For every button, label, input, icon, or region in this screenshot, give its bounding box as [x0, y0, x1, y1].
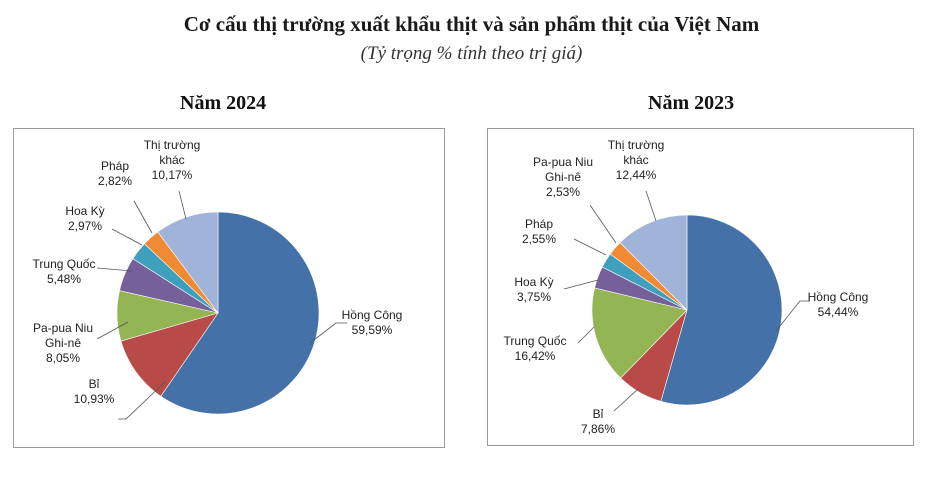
slice-label-bi: Bỉ 7,86%: [581, 407, 615, 436]
slice-label-trung-quoc: Trung Quốc 5,48%: [33, 257, 96, 286]
leader-line-phap: [133, 200, 153, 234]
leader-line-pa-pua-niu-ghi-ne: [96, 321, 129, 340]
pie-slice-thi-truong-khac: [157, 211, 219, 314]
slice-label-pa-pua-niu-ghi-ne: Pa-pua Niu Ghi-nê 8,05%: [33, 321, 93, 365]
leader-line-trung-quoc: [577, 326, 595, 344]
pie-labels: Hồng Công 59,59% Bỉ 10,93% Pa-pua Niu Ghi-nê 8…: [33, 138, 403, 420]
leader-line-thi-truong-khac: [178, 190, 187, 220]
pie-slice-hong-cong: [160, 211, 320, 415]
pie-slice-hong-cong: [660, 214, 783, 406]
chart-title: Cơ cấu thị trường xuất khẩu thịt và sản …: [183, 12, 760, 36]
slice-label-phap: Pháp 2,55%: [522, 217, 556, 246]
leader-line-bi: [613, 388, 639, 412]
pie-wedges: [116, 211, 320, 415]
pie-title-2024: Năm 2024: [180, 92, 267, 114]
pie-slice-bi: [120, 312, 219, 397]
pie-chart-2023: Hồng Công 54,44% Bỉ 7,86% Trung Quốc 16,42% Ho…: [504, 138, 869, 436]
slice-label-hoa-ky: Hoa Kỳ 2,97%: [65, 204, 104, 233]
leader-line-hong-cong: [309, 322, 347, 344]
pie-panel-2024: Hồng Công 59,59% Bỉ 10,93% Pa-pua Niu Ghi-nê 8…: [13, 128, 445, 448]
leader-line-phap: [573, 238, 607, 256]
leader-line-bi: [118, 380, 167, 420]
chart-subtitle: (Tỷ trọng % tính theo trị giá): [360, 43, 583, 64]
slice-label-thi-truong-khac: Thị trường khác 12,44%: [608, 138, 665, 182]
leader-line-trung-quoc: [96, 267, 133, 272]
slice-label-bi: Bỉ 10,93%: [74, 377, 115, 406]
slice-label-phap: Pháp 2,82%: [98, 159, 132, 188]
slice-label-hoa-ky: Hoa Kỳ 3,75%: [514, 275, 553, 304]
slice-label-hong-cong: Hồng Công 54,44%: [808, 290, 869, 319]
leader-line-hoa-ky: [563, 279, 599, 290]
leader-line-hong-cong: [775, 300, 810, 332]
pie-title-2023: Năm 2023: [648, 92, 735, 114]
slice-label-trung-quoc: Trung Quốc 16,42%: [504, 334, 567, 363]
slice-label-thi-truong-khac: Thị trường khác 10,17%: [144, 138, 201, 182]
leader-line-thi-truong-khac: [645, 190, 657, 222]
pie-slice-trung-quoc: [591, 287, 688, 379]
pie-panel-2023: Hồng Công 54,44% Bỉ 7,86% Trung Quốc 16,42% Ho…: [487, 128, 914, 446]
pie-slice-thi-truong-khac: [619, 214, 688, 311]
slice-label-hong-cong: Hồng Công 59,59%: [342, 308, 403, 337]
leader-line-pa-pua-niu-ghi-ne: [589, 204, 617, 244]
pie-labels: Hồng Công 54,44% Bỉ 7,86% Trung Quốc 16,42% Ho…: [504, 138, 869, 436]
leader-line-hoa-ky: [111, 228, 143, 246]
slice-label-pa-pua-niu-ghi-ne: Pa-pua Niu Ghi-nê 2,53%: [533, 155, 593, 199]
pie-wedges: [591, 214, 783, 406]
pie-chart-2024: Hồng Công 59,59% Bỉ 10,93% Pa-pua Niu Ghi-nê 8…: [33, 138, 403, 420]
